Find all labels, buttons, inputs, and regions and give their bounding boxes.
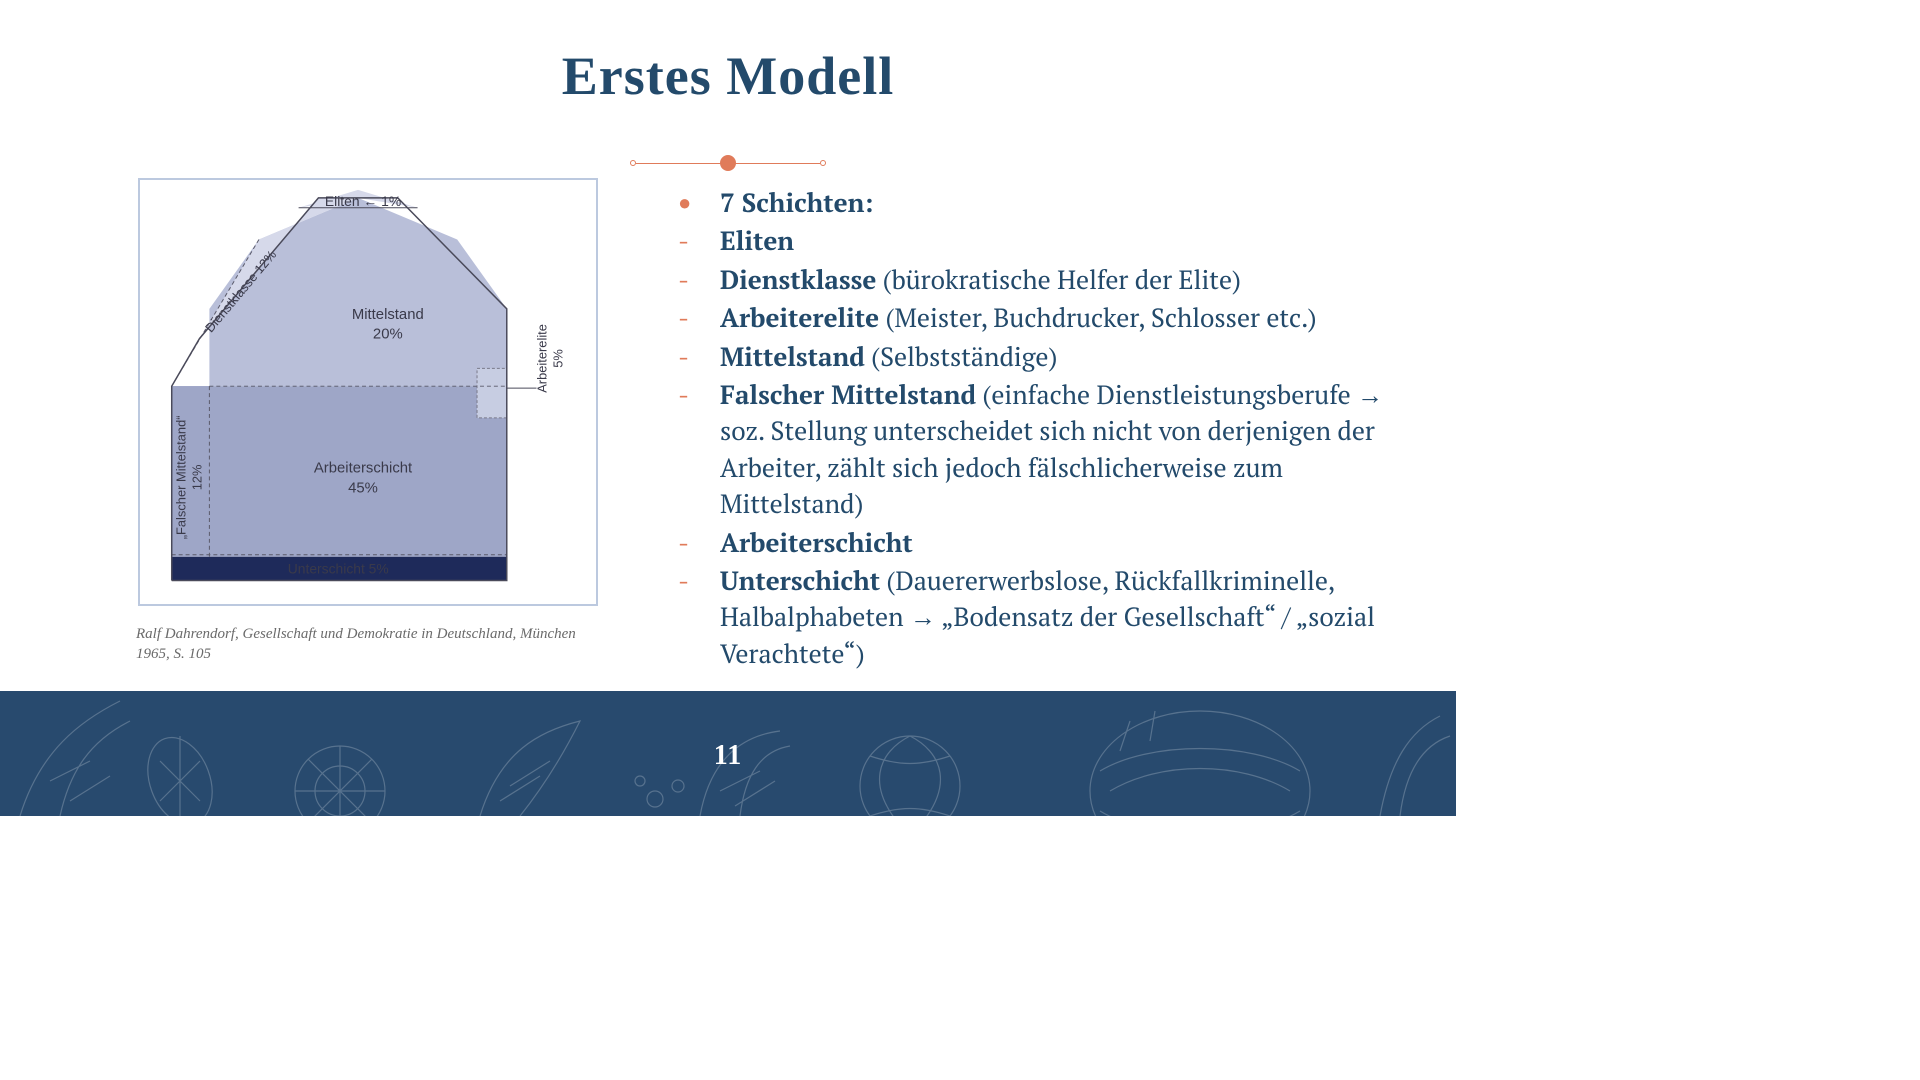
list-item-text: Arbeiterelite (Meister, Buchdrucker, Sch… [720, 300, 1396, 336]
label-falscher-name: „Falscher Mittelstand“ [174, 415, 189, 539]
list-item-text: Arbeiterschicht [720, 525, 1396, 561]
label-arbeiterelite-pct: 5% [550, 349, 565, 368]
bullet-dash-icon: - [660, 339, 720, 375]
slide: Erstes Modell [0, 0, 1456, 816]
page-number: 11 [0, 740, 1456, 772]
bullet-dash-icon: - [660, 525, 720, 561]
stratum-mittelstand [209, 198, 506, 386]
divider-dot-center [720, 155, 736, 171]
bullet-dash-icon: - [660, 300, 720, 336]
chart-svg: Eliten ← 1% Dienstklasse 12% Mittelstand… [140, 180, 596, 604]
list-item: ●7 Schichten: [660, 185, 1396, 221]
list-item: -Falscher Mittelstand (einfache Dienstle… [660, 377, 1396, 523]
bullet-dash-icon: - [660, 223, 720, 259]
bullet-dot-icon: ● [660, 185, 720, 220]
bullet-dash-icon: - [660, 563, 720, 599]
list-item: -Arbeiterelite (Meister, Buchdrucker, Sc… [660, 300, 1396, 336]
dahrendorf-house-diagram: Eliten ← 1% Dienstklasse 12% Mittelstand… [138, 178, 598, 606]
label-unterschicht: Unterschicht 5% [288, 561, 389, 577]
bullet-dash-icon: - [660, 262, 720, 298]
list-item-text: Falscher Mittelstand (einfache Dienstlei… [720, 377, 1396, 523]
list-item: -Mittelstand (Selbstständige) [660, 339, 1396, 375]
divider-icon [630, 155, 826, 171]
divider-line-right [735, 163, 820, 164]
list-item-text: Unterschicht (Dauererwerbslose, Rückfall… [720, 563, 1396, 672]
list-item-text: Dienstklasse (bürokratische Helfer der E… [720, 262, 1396, 298]
label-arbeiterschicht-pct: 45% [348, 480, 378, 496]
list-item: -Dienstklasse (bürokratische Helfer der … [660, 262, 1396, 298]
list-item: -Eliten [660, 223, 1396, 259]
divider-dot-right [820, 160, 826, 166]
bullet-dash-icon: - [660, 377, 720, 413]
list-item: -Unterschicht (Dauererwerbslose, Rückfal… [660, 563, 1396, 672]
list-item-text: Eliten [720, 223, 1396, 259]
list-item: -Arbeiterschicht [660, 525, 1396, 561]
label-mittelstand-name: Mittelstand [352, 307, 424, 323]
label-falscher-pct: 12% [189, 464, 204, 490]
figure-caption: Ralf Dahrendorf, Gesellschaft und Demokr… [136, 625, 606, 664]
label-mittelstand-pct: 20% [373, 327, 403, 343]
list-item-text: 7 Schichten: [720, 185, 1396, 221]
label-eliten: Eliten ← 1% [325, 193, 401, 209]
footer-bar: 11 [0, 691, 1456, 816]
label-arbeiterelite-name: Arbeiterelite [534, 324, 549, 393]
list-item-text: Mittelstand (Selbstständige) [720, 339, 1396, 375]
slide-title: Erstes Modell [0, 45, 1456, 107]
divider-line-left [636, 163, 721, 164]
stratum-arbeiterelite [477, 368, 507, 418]
label-arbeiterschicht-name: Arbeiterschicht [314, 460, 413, 476]
bullet-list: ●7 Schichten:-Eliten-Dienstklasse (bürok… [660, 185, 1396, 674]
